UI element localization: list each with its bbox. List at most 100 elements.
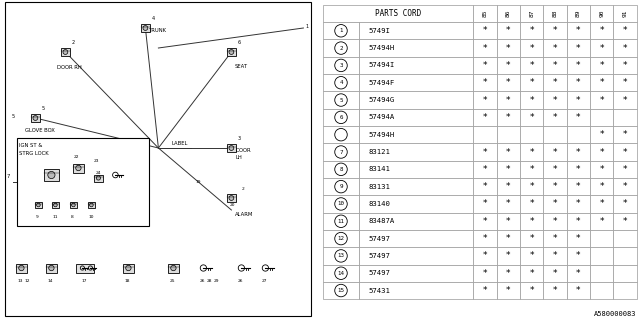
Bar	[520, 22, 543, 39]
Text: *: *	[506, 217, 511, 226]
Text: 6: 6	[339, 115, 343, 120]
Bar	[543, 92, 566, 109]
Bar	[520, 230, 543, 247]
Bar	[566, 265, 590, 282]
Text: *: *	[600, 130, 604, 139]
Bar	[613, 92, 637, 109]
Text: 2: 2	[339, 45, 343, 51]
Bar	[360, 74, 473, 92]
Text: 12: 12	[24, 279, 30, 283]
Circle shape	[76, 165, 81, 171]
Bar	[473, 109, 497, 126]
Bar	[473, 282, 497, 299]
Text: *: *	[600, 44, 604, 52]
Text: 6: 6	[237, 40, 241, 45]
Bar	[73, 164, 84, 172]
Text: *: *	[600, 61, 604, 70]
Bar	[227, 194, 236, 202]
Text: *: *	[529, 234, 534, 243]
Text: 5: 5	[12, 114, 15, 119]
Bar	[497, 92, 520, 109]
Bar	[590, 22, 613, 39]
Text: *: *	[529, 269, 534, 278]
Bar	[123, 263, 134, 273]
Bar	[497, 5, 520, 22]
Bar	[497, 195, 520, 212]
Text: *: *	[553, 26, 557, 35]
Text: *: *	[553, 217, 557, 226]
Bar	[520, 57, 543, 74]
Text: *: *	[529, 286, 534, 295]
Bar	[613, 22, 637, 39]
Bar	[566, 143, 590, 161]
Bar	[613, 109, 637, 126]
Bar	[360, 161, 473, 178]
Bar	[613, 195, 637, 212]
Bar	[360, 265, 473, 282]
Bar	[473, 195, 497, 212]
Bar	[227, 48, 236, 56]
Text: DOOR RH: DOOR RH	[58, 65, 82, 70]
Text: 2: 2	[72, 40, 74, 45]
Bar	[360, 92, 473, 109]
Text: *: *	[553, 234, 557, 243]
Bar	[520, 126, 543, 143]
Bar	[590, 5, 613, 22]
Circle shape	[171, 265, 176, 271]
Text: *: *	[506, 165, 511, 174]
Bar	[497, 178, 520, 195]
Text: *: *	[506, 252, 511, 260]
Text: *: *	[506, 182, 511, 191]
Bar	[613, 74, 637, 92]
Text: 83487A: 83487A	[369, 218, 395, 224]
Bar	[360, 282, 473, 299]
Text: 26: 26	[200, 279, 205, 283]
Bar	[543, 195, 566, 212]
Bar	[566, 109, 590, 126]
Bar	[590, 265, 613, 282]
Text: 3: 3	[339, 63, 343, 68]
Bar	[473, 161, 497, 178]
Text: *: *	[553, 286, 557, 295]
Bar	[497, 212, 520, 230]
Text: PARTS CORD: PARTS CORD	[375, 9, 421, 18]
Bar	[323, 5, 473, 22]
Bar	[613, 143, 637, 161]
Text: *: *	[529, 148, 534, 156]
Circle shape	[72, 203, 76, 207]
Text: *: *	[529, 165, 534, 174]
Text: 86: 86	[506, 10, 511, 17]
Text: *: *	[506, 286, 511, 295]
Text: *: *	[553, 165, 557, 174]
Text: 22: 22	[74, 155, 79, 159]
Text: *: *	[576, 286, 580, 295]
Text: *: *	[623, 78, 627, 87]
Text: 20: 20	[229, 203, 235, 207]
Text: *: *	[529, 182, 534, 191]
Text: *: *	[506, 26, 511, 35]
Bar	[543, 265, 566, 282]
Text: *: *	[483, 78, 487, 87]
Bar	[323, 57, 360, 74]
Text: 83131: 83131	[369, 184, 390, 190]
Bar	[323, 161, 360, 178]
Text: *: *	[483, 182, 487, 191]
Bar	[543, 74, 566, 92]
Text: 57497: 57497	[369, 236, 390, 242]
Text: GLOVE BOX: GLOVE BOX	[26, 128, 55, 133]
Bar	[141, 24, 150, 32]
Circle shape	[96, 176, 100, 180]
Text: *: *	[483, 217, 487, 226]
Text: *: *	[623, 165, 627, 174]
Text: *: *	[576, 96, 580, 105]
Bar	[323, 109, 360, 126]
Text: 15: 15	[337, 288, 344, 293]
Bar	[566, 178, 590, 195]
Text: IGN ST &: IGN ST &	[19, 143, 43, 148]
Bar	[590, 74, 613, 92]
Bar	[566, 282, 590, 299]
Text: 5: 5	[339, 98, 343, 102]
Text: LABEL: LABEL	[172, 141, 188, 146]
Bar	[360, 178, 473, 195]
Text: *: *	[576, 113, 580, 122]
